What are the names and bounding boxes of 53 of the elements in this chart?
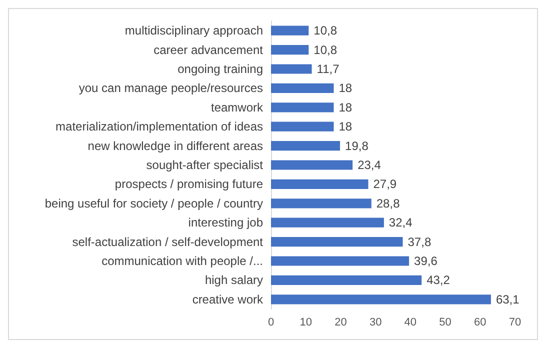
- y-tick-label: self-actualization / self-development: [72, 234, 264, 249]
- bar: [271, 179, 368, 189]
- y-tick-label: ongoing training: [178, 62, 263, 76]
- data-label: 18: [338, 100, 352, 114]
- bar: [271, 26, 309, 36]
- x-tick-label: 40: [404, 316, 417, 328]
- y-tick-label: new knowledge in different areas: [88, 138, 263, 153]
- y-tick-label: multidisciplinary approach: [124, 24, 263, 38]
- bar: [271, 275, 422, 285]
- data-label: 10,8: [314, 42, 338, 57]
- bar: [271, 237, 403, 247]
- y-tick-label: sought-after specialist: [146, 158, 264, 172]
- y-tick-label: interesting job: [188, 216, 264, 230]
- bar: [271, 198, 372, 208]
- data-label: 18: [338, 120, 352, 134]
- data-label: 63,1: [496, 292, 520, 306]
- y-tick-label: career advancement: [154, 42, 264, 57]
- data-label: 18: [338, 81, 352, 96]
- y-tick-label: you can manage people/resources: [78, 81, 263, 96]
- x-tick-label: 0: [268, 316, 274, 328]
- data-label: 19,8: [345, 138, 369, 153]
- data-label: 37,8: [408, 234, 432, 249]
- bar: [271, 122, 334, 132]
- x-tick-label: 30: [369, 316, 382, 328]
- x-tick-label: 10: [300, 316, 312, 328]
- data-label: 11,7: [316, 62, 340, 76]
- bar: [271, 256, 410, 266]
- y-tick-label: being useful for society / people / country: [44, 196, 263, 210]
- bar: [271, 218, 384, 228]
- y-tick-label: materialization/implementation of ideas: [56, 120, 263, 134]
- data-label: 32,4: [388, 216, 413, 230]
- data-label: 28,8: [376, 196, 400, 210]
- x-tick-label: 20: [334, 316, 347, 328]
- data-label: 39,6: [414, 254, 438, 268]
- bar: [271, 102, 334, 112]
- y-tick-label: teamwork: [210, 100, 264, 114]
- x-tick-label: 60: [474, 316, 486, 328]
- data-label: 27,9: [373, 177, 397, 192]
- bar: [271, 141, 340, 151]
- data-label: 10,8: [314, 24, 338, 38]
- bar: [271, 45, 309, 55]
- bar: [271, 83, 334, 93]
- y-tick-label: prospects / promising future: [114, 177, 264, 192]
- y-tick-label: high salary: [204, 273, 263, 288]
- bar: [271, 64, 312, 74]
- x-tick-label: 50: [439, 316, 452, 328]
- bar: [271, 160, 353, 170]
- bar: [271, 294, 491, 304]
- y-tick-label: creative work: [192, 292, 264, 306]
- data-label: 23,4: [358, 158, 382, 172]
- data-label: 43,2: [426, 273, 450, 288]
- y-tick-label: communication with people /...: [102, 254, 263, 268]
- x-tick-label: 70: [508, 316, 522, 328]
